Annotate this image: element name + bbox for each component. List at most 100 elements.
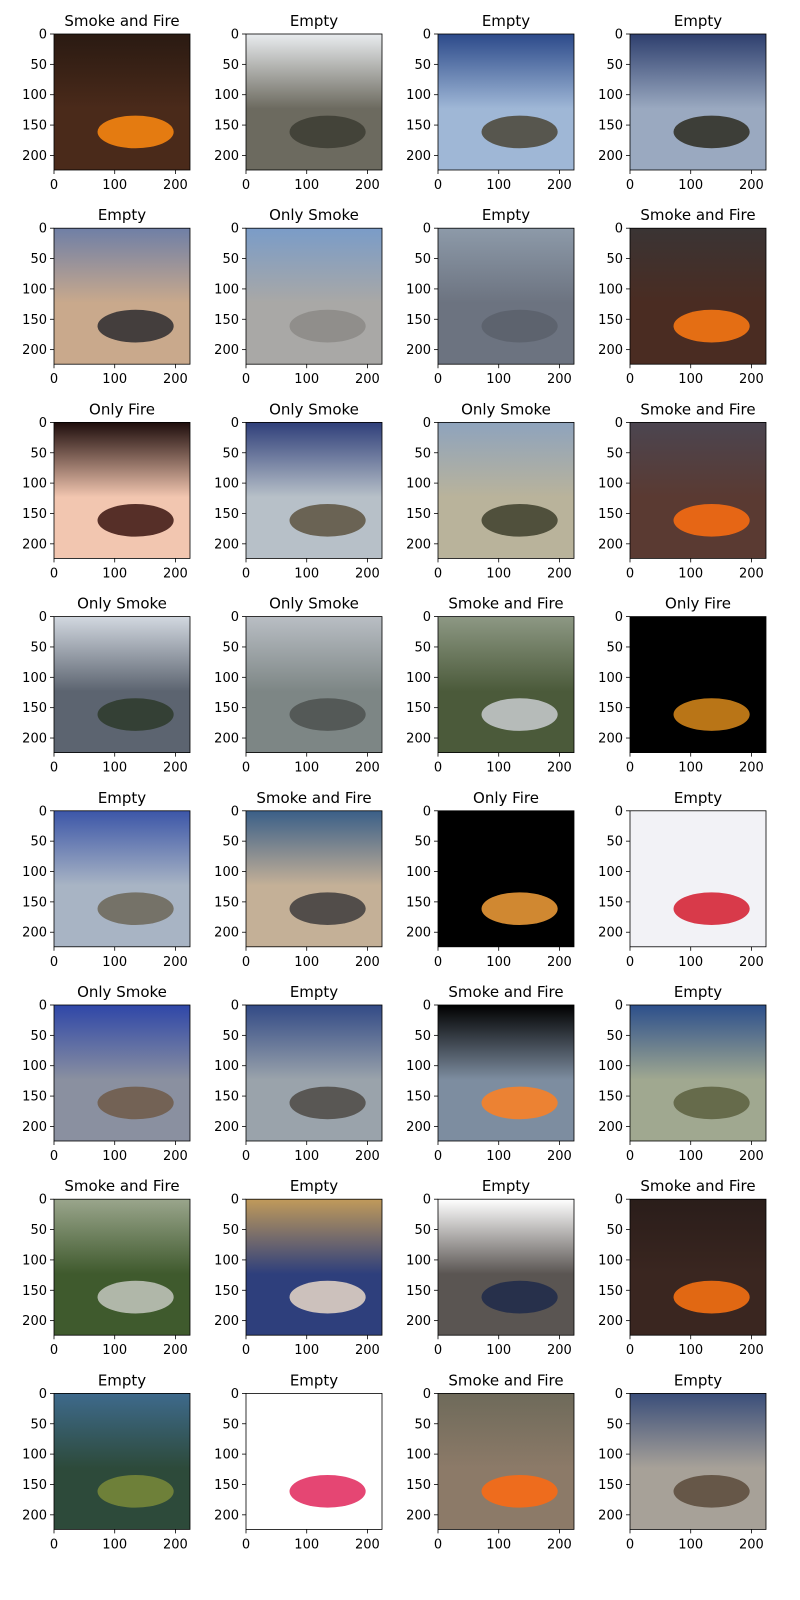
y-tick-label: 150 <box>598 895 623 910</box>
panel-image <box>246 422 382 559</box>
panel-title: Only Smoke <box>77 983 167 1001</box>
y-tick-label: 0 <box>39 610 47 625</box>
panel-title: Empty <box>482 1177 530 1195</box>
x-tick-label: 100 <box>486 1149 511 1164</box>
panel-title: Only Fire <box>665 595 731 613</box>
axes-frame <box>53 1393 191 1530</box>
panel-title: Empty <box>674 789 722 807</box>
panel-image <box>246 228 382 365</box>
y-tick-label: 100 <box>598 671 623 686</box>
y-tick-label: 100 <box>22 865 47 880</box>
axes-frame <box>437 421 575 559</box>
axes-frame <box>629 616 767 753</box>
panel-title: Only Smoke <box>77 595 167 613</box>
y-tick-label: 50 <box>414 1029 431 1044</box>
panel-image <box>246 1005 382 1141</box>
y-tick-label: 100 <box>406 1253 431 1268</box>
panel-image <box>630 616 766 753</box>
y-tick-label: 150 <box>22 1478 47 1493</box>
x-tick-label: 0 <box>242 955 250 970</box>
y-tick-label: 150 <box>598 1284 623 1299</box>
y-tick-label: 50 <box>222 835 239 850</box>
y-tick-label: 50 <box>606 1223 623 1238</box>
y-tick-label: 150 <box>22 1090 47 1105</box>
y-tick-label: 200 <box>406 343 431 358</box>
panel-image <box>54 1199 190 1336</box>
x-tick-label: 0 <box>434 178 442 193</box>
panel-title: Smoke and Fire <box>64 12 179 30</box>
axes-frame <box>245 421 383 559</box>
panel-title: Empty <box>674 1371 722 1389</box>
y-tick-label: 50 <box>30 1223 47 1238</box>
panel-image <box>54 422 190 559</box>
y-tick-label: 150 <box>22 701 47 716</box>
x-tick-label: 0 <box>242 1537 250 1552</box>
y-tick-label: 150 <box>214 1478 239 1493</box>
y-tick-label: 0 <box>423 28 431 43</box>
x-tick-label: 100 <box>486 1343 511 1358</box>
x-tick-label: 200 <box>547 566 572 581</box>
panel-image <box>630 1393 766 1530</box>
axes-frame <box>53 616 191 753</box>
y-tick-label: 50 <box>414 1223 431 1238</box>
x-tick-label: 200 <box>355 566 380 581</box>
y-tick-label: 100 <box>214 671 239 686</box>
panel-image-accent <box>481 504 558 537</box>
x-tick-label: 200 <box>355 372 380 387</box>
y-tick-label: 50 <box>606 58 623 73</box>
y-tick-label: 200 <box>22 1314 47 1329</box>
axes-frame <box>629 421 767 559</box>
panel-image-accent <box>481 698 558 731</box>
panel-image <box>438 810 574 947</box>
y-tick-label: 100 <box>22 1448 47 1463</box>
y-tick-label: 50 <box>606 1417 623 1432</box>
panel-image-accent <box>289 892 366 926</box>
x-tick-label: 200 <box>355 1343 380 1358</box>
y-tick-label: 50 <box>414 252 431 267</box>
x-tick-label: 0 <box>50 1149 58 1164</box>
y-tick-label: 150 <box>598 1090 623 1105</box>
panel-title: Empty <box>290 12 338 30</box>
panel-image <box>54 228 190 365</box>
y-tick-label: 200 <box>22 537 47 552</box>
x-tick-label: 100 <box>102 178 127 193</box>
y-tick-label: 100 <box>214 1253 239 1268</box>
x-tick-label: 200 <box>739 761 764 776</box>
axes-frame <box>437 1198 575 1336</box>
y-tick-label: 150 <box>22 507 47 522</box>
axes-frame <box>53 33 191 171</box>
x-tick-label: 0 <box>434 1149 442 1164</box>
y-tick-label: 150 <box>406 1478 431 1493</box>
y-tick-label: 200 <box>598 343 623 358</box>
y-tick-label: 100 <box>406 1448 431 1463</box>
y-tick-label: 200 <box>22 926 47 941</box>
y-tick-label: 0 <box>231 804 239 819</box>
panel-image <box>438 1005 574 1141</box>
y-tick-label: 150 <box>406 507 431 522</box>
panel-image-accent <box>289 1280 366 1314</box>
x-tick-label: 200 <box>163 955 188 970</box>
y-tick-label: 150 <box>598 507 623 522</box>
x-tick-label: 0 <box>242 761 250 776</box>
panel-title: Empty <box>482 12 530 30</box>
x-tick-label: 200 <box>739 566 764 581</box>
y-tick-label: 100 <box>214 1448 239 1463</box>
panel-image <box>246 616 382 753</box>
x-tick-label: 200 <box>739 372 764 387</box>
panel-title: Only Smoke <box>461 400 551 418</box>
panel-image-accent <box>481 1280 558 1314</box>
x-tick-label: 0 <box>50 566 58 581</box>
axes-frame <box>53 421 191 559</box>
y-tick-label: 0 <box>39 28 47 43</box>
